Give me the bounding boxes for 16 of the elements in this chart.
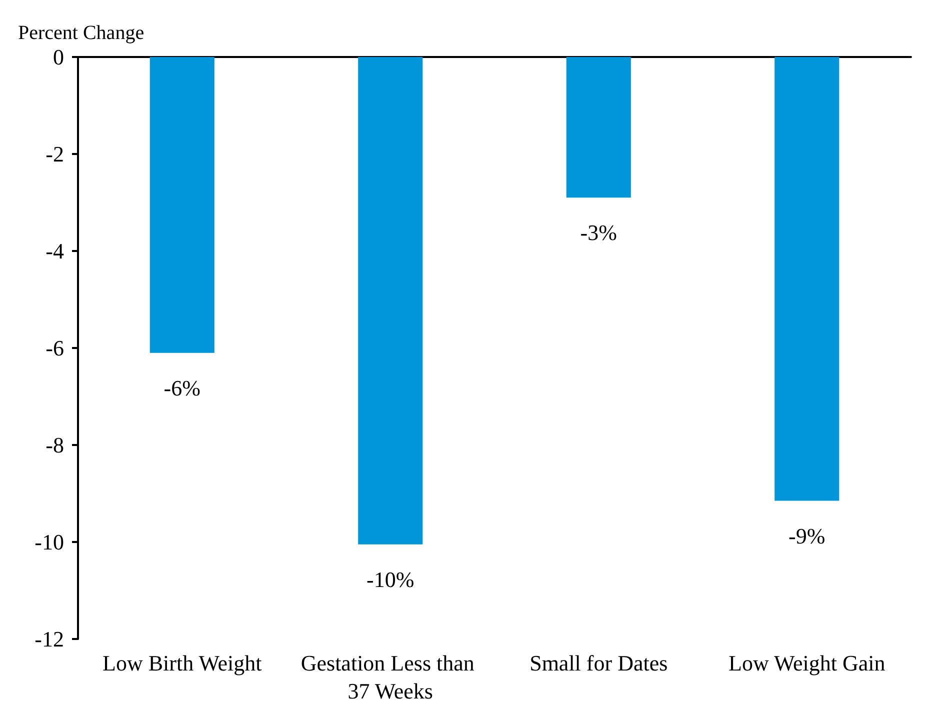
data-label: -9% — [788, 523, 826, 548]
data-label: -3% — [580, 220, 617, 246]
data-label: -6% — [164, 375, 200, 400]
y-tick-label: -8 — [46, 432, 64, 458]
x-tick-label: Low Birth Weight — [102, 650, 262, 676]
y-tick-label: -6 — [46, 336, 64, 360]
x-tick-label: Small for Dates — [530, 650, 668, 676]
y-tick-label: 0 — [53, 44, 64, 70]
y-tick-label: -4 — [46, 238, 64, 264]
y-tick-label: -10 — [34, 530, 64, 554]
x-tick-label: Low Weight Gain — [728, 650, 886, 676]
y-axis-title: Percent Change — [18, 22, 144, 44]
x-tick-label: Gestation Less than 37 Weeks — [300, 650, 480, 704]
y-tick-label: -12 — [34, 626, 64, 652]
data-label: -10% — [366, 566, 414, 592]
y-tick-label: -2 — [46, 142, 64, 166]
